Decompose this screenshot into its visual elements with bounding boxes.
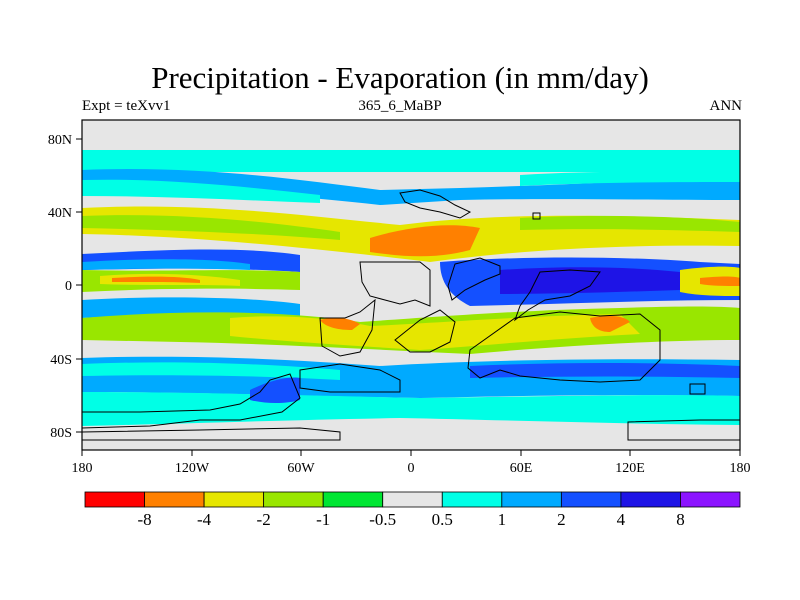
colorbar-label: -4 [197, 510, 212, 529]
x-tick-label: 180 [730, 461, 751, 476]
colorbar-swatch [680, 491, 741, 508]
map-field [82, 120, 740, 450]
colorbar-swatch [144, 491, 205, 508]
x-tick-label: 0 [408, 461, 415, 476]
experiment-label: Expt = teXvv1 [82, 98, 171, 114]
y-tick-label: 40S [50, 353, 72, 368]
colorbar: -8 -4 -2 -1 -0.5 0.5 1 2 4 8 [84, 491, 741, 529]
y-tick-label: 40N [48, 206, 72, 221]
x-tick-label: 120E [615, 461, 645, 476]
x-tick-labels: 180 120W 60W 0 60E 120E 180 [72, 461, 751, 476]
y-tick-labels: 80N 40N 0 40S 80S [48, 133, 72, 441]
season-label: ANN [709, 98, 743, 114]
colorbar-swatch [263, 491, 324, 508]
colorbar-swatch [203, 491, 265, 508]
x-tick-label: 120W [175, 461, 210, 476]
colorbar-swatch [382, 491, 443, 508]
colorbar-swatch [84, 491, 145, 508]
colorbar-swatch [560, 491, 622, 508]
colorbar-label: 8 [676, 510, 685, 529]
colorbar-label: -8 [137, 510, 151, 529]
x-tick-label: 180 [72, 461, 93, 476]
y-tick-label: 80S [50, 426, 72, 441]
colorbar-label: 2 [557, 510, 566, 529]
colorbar-swatch [441, 491, 503, 508]
colorbar-label: -0.5 [369, 510, 396, 529]
plot-title: Precipitation - Evaporation (in mm/day) [151, 60, 649, 95]
y-tick-label: 0 [65, 279, 72, 294]
colorbar-label: 4 [617, 510, 626, 529]
x-tick-label: 60E [510, 461, 533, 476]
colorbar-swatch [322, 491, 384, 508]
coastlines [82, 189, 740, 441]
colorbar-swatch [620, 491, 681, 508]
tick-marks [76, 138, 741, 456]
x-tick-label: 60W [287, 461, 315, 476]
period-label: 365_6_MaBP [358, 98, 442, 114]
colorbar-label: -1 [316, 510, 330, 529]
colorbar-label: -2 [257, 510, 271, 529]
colorbar-label: 0.5 [432, 510, 453, 529]
y-tick-label: 80N [48, 133, 72, 148]
colorbar-swatch [501, 491, 562, 508]
colorbar-label: 1 [498, 510, 507, 529]
